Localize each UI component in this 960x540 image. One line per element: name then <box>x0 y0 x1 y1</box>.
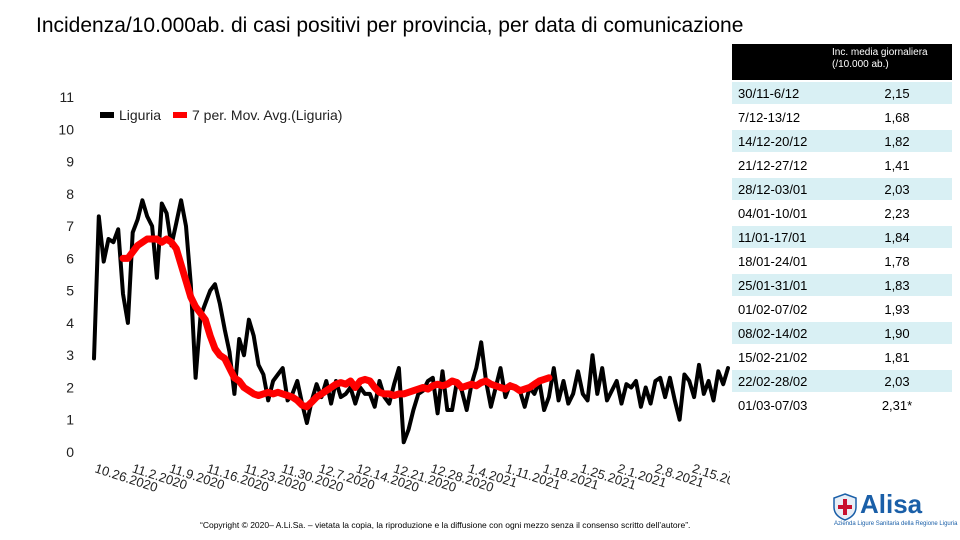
copyright-notice: “Copyright © 2020– A.Li.Sa. – vietata la… <box>200 520 691 530</box>
table-row: 04/01-10/01 2,23 <box>732 202 952 224</box>
table-value: 1,83 <box>884 277 910 293</box>
table-row: 30/11-6/12 2,15 <box>732 82 952 104</box>
y-tick-label: 7 <box>66 218 74 234</box>
table-row: 11/01-17/01 1,84 <box>732 226 952 248</box>
moving-average-series-line <box>119 235 553 411</box>
logo-subtitle: Azienda Ligure Sanitaria della Regione L… <box>834 521 958 527</box>
table-row: 21/12-27/12 1,41 <box>732 154 952 176</box>
y-tick-label: 11 <box>59 89 74 105</box>
table-header-label: Inc. media giornaliera (/10.000 ab.) <box>832 47 928 70</box>
page-title: Incidenza/10.000ab. di casi positivi per… <box>36 14 744 37</box>
legend-label: 7 per. Mov. Avg.(Liguria) <box>192 107 342 123</box>
table-period: 7/12-13/12 <box>738 109 801 125</box>
y-tick-label: 1 <box>66 412 74 428</box>
alisa-logo: Alisa Azienda Ligure Sanitaria della Reg… <box>830 489 958 533</box>
chart-legend: Liguria 7 per. Mov. Avg.(Liguria) <box>100 107 342 123</box>
table-value: 1,93 <box>884 301 910 317</box>
table-value: 2,03 <box>884 373 910 389</box>
y-tick-label: 10 <box>58 121 74 137</box>
table-value: 1,78 <box>884 253 910 269</box>
table-period: 04/01-10/01 <box>738 205 808 221</box>
chart-series <box>92 198 730 445</box>
table-value: 2,15 <box>884 85 910 101</box>
table-row: 7/12-13/12 1,68 <box>732 106 952 128</box>
table-period: 14/12-20/12 <box>738 133 808 149</box>
y-tick-label: 2 <box>66 379 74 395</box>
table-row: 01/02-07/02 1,93 <box>732 298 952 320</box>
table-value: 1,82 <box>884 133 910 149</box>
logo-wordmark: Alisa <box>860 489 923 519</box>
table-period: 25/01-31/01 <box>738 277 808 293</box>
x-axis: 10.26.202011.2.202011.9.202011.16.202011… <box>93 461 730 495</box>
table-value: 2,23 <box>884 205 910 221</box>
table-value: 2,31* <box>881 397 913 413</box>
table-period: 15/02-21/02 <box>738 349 808 365</box>
table-row: 14/12-20/12 1,82 <box>732 130 952 152</box>
table-value: 1,68 <box>884 109 910 125</box>
table-row: 18/01-24/01 1,78 <box>732 250 952 272</box>
y-tick-label: 5 <box>66 283 74 299</box>
y-tick-label: 6 <box>66 250 74 266</box>
table-row: 01/03-07/03 2,31* <box>732 394 952 416</box>
table-period: 11/01-17/01 <box>738 229 807 245</box>
table-header: Inc. media giornaliera (/10.000 ab.) <box>732 44 952 80</box>
table-period: 01/02-07/02 <box>738 301 808 317</box>
table-row: 28/12-03/01 2,03 <box>732 178 952 200</box>
table-row: 08/02-14/02 1,90 <box>732 322 952 344</box>
table-period: 08/02-14/02 <box>738 325 808 341</box>
table-period: 30/11-6/12 <box>738 85 800 101</box>
table-row: 25/01-31/01 1,83 <box>732 274 952 296</box>
alisa-logo-icon <box>833 493 857 521</box>
table-value: 1,81 <box>884 349 910 365</box>
table-period: 18/01-24/01 <box>738 253 808 269</box>
table-period: 22/02-28/02 <box>738 373 808 389</box>
table-value: 2,03 <box>884 181 910 197</box>
y-tick-label: 9 <box>66 154 74 170</box>
y-tick-label: 8 <box>66 186 74 202</box>
y-tick-label: 4 <box>66 315 74 331</box>
table-row: 22/02-28/02 2,03 <box>732 370 952 392</box>
weekly-incidence-table: 30/11-6/12 2,15 7/12-13/12 1,68 14/12-20/12 1… <box>732 82 952 418</box>
legend-label: Liguria <box>119 107 161 123</box>
table-value: 1,90 <box>884 325 910 341</box>
table-value: 1,84 <box>884 229 910 245</box>
table-period: 21/12-27/12 <box>738 157 808 173</box>
liguria-series-line <box>92 198 730 445</box>
y-tick-label: 3 <box>66 347 74 363</box>
table-row: 15/02-21/02 1,81 <box>732 346 952 368</box>
table-period: 28/12-03/01 <box>738 181 808 197</box>
y-tick-label: 0 <box>66 444 74 460</box>
table-value: 1,41 <box>884 157 910 173</box>
y-axis: 0 1 2 3 4 5 6 7 8 9 10 11 <box>58 89 74 460</box>
incidence-line-chart: 0 1 2 3 4 5 6 7 8 9 10 11 10.26.202011.2.202011.9.2… <box>58 89 730 495</box>
table-period: 01/03-07/03 <box>738 397 808 413</box>
